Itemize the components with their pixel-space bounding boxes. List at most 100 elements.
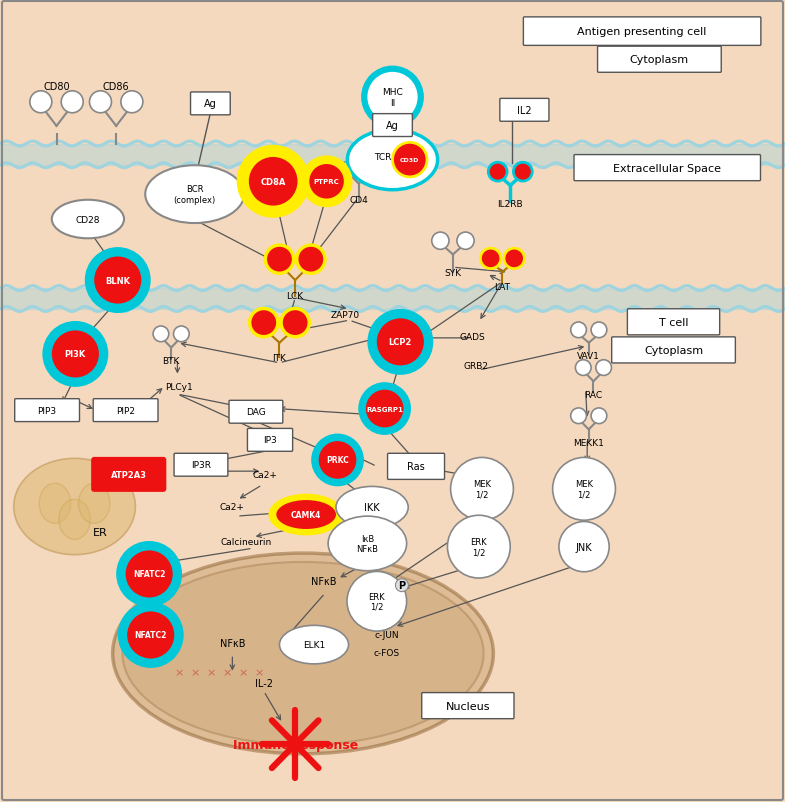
Text: NFκB: NFκB	[220, 638, 245, 648]
Circle shape	[457, 233, 474, 250]
Text: Antigen presenting cell: Antigen presenting cell	[578, 27, 706, 37]
Circle shape	[504, 249, 524, 269]
Text: ER: ER	[93, 528, 108, 537]
Text: BCR
(complex): BCR (complex)	[173, 185, 216, 205]
Text: LCP2: LCP2	[389, 338, 412, 347]
Ellipse shape	[39, 484, 71, 524]
Text: LAT: LAT	[495, 282, 510, 292]
Text: ×: ×	[254, 667, 264, 677]
Circle shape	[367, 310, 433, 375]
Text: CD80: CD80	[43, 82, 70, 91]
Ellipse shape	[122, 562, 484, 745]
FancyBboxPatch shape	[92, 459, 166, 491]
FancyBboxPatch shape	[524, 18, 761, 47]
Circle shape	[126, 551, 173, 597]
FancyBboxPatch shape	[627, 310, 720, 335]
Circle shape	[118, 602, 184, 668]
Circle shape	[571, 408, 586, 424]
Text: Calcineurin: Calcineurin	[221, 537, 272, 546]
Text: RASGRP1: RASGRP1	[367, 406, 403, 412]
Text: PTPRC: PTPRC	[314, 179, 339, 185]
Circle shape	[358, 383, 411, 435]
Text: ×: ×	[174, 667, 184, 677]
Text: c-FOS: c-FOS	[374, 648, 400, 658]
Text: BLNK: BLNK	[105, 276, 130, 286]
Text: ×: ×	[222, 667, 232, 677]
Text: IKK: IKK	[364, 503, 380, 512]
Circle shape	[339, 162, 356, 180]
Circle shape	[488, 163, 507, 182]
Text: P: P	[398, 581, 406, 590]
Text: PLCy1: PLCy1	[165, 382, 193, 391]
Circle shape	[52, 331, 99, 378]
Text: Nucleus: Nucleus	[446, 701, 490, 711]
Text: IP3: IP3	[263, 435, 277, 445]
Circle shape	[94, 257, 141, 304]
Circle shape	[451, 458, 513, 520]
Ellipse shape	[347, 130, 438, 190]
Circle shape	[513, 163, 532, 182]
Circle shape	[127, 612, 174, 658]
Circle shape	[319, 442, 356, 479]
Circle shape	[249, 158, 298, 206]
Text: T cell: T cell	[659, 318, 688, 327]
Text: ×: ×	[190, 667, 199, 677]
Circle shape	[301, 156, 352, 208]
Circle shape	[559, 522, 609, 572]
Circle shape	[30, 91, 52, 114]
Circle shape	[297, 245, 325, 274]
FancyBboxPatch shape	[422, 693, 514, 719]
Circle shape	[596, 360, 612, 376]
Ellipse shape	[14, 459, 136, 555]
Text: IL2: IL2	[517, 106, 531, 115]
Circle shape	[121, 91, 143, 114]
Circle shape	[591, 322, 607, 338]
Text: RAC: RAC	[584, 390, 603, 399]
Circle shape	[153, 326, 169, 342]
Text: MEK
1/2: MEK 1/2	[575, 480, 593, 499]
FancyBboxPatch shape	[574, 156, 761, 181]
Text: ×: ×	[239, 667, 248, 677]
Text: BTK: BTK	[162, 356, 180, 366]
Text: IP3R: IP3R	[191, 460, 211, 470]
Ellipse shape	[145, 166, 244, 224]
Circle shape	[347, 572, 407, 631]
Circle shape	[281, 309, 309, 338]
Text: PIP3: PIP3	[38, 406, 57, 415]
Text: Ag: Ag	[386, 121, 399, 131]
Text: CAMK4: CAMK4	[291, 510, 321, 520]
Circle shape	[311, 434, 364, 487]
Circle shape	[377, 319, 424, 366]
Text: ITK: ITK	[272, 353, 287, 363]
Circle shape	[367, 73, 418, 123]
Ellipse shape	[52, 200, 124, 239]
Ellipse shape	[336, 487, 408, 529]
Text: ERK
1/2: ERK 1/2	[470, 537, 487, 557]
Text: LCK: LCK	[287, 291, 304, 301]
FancyBboxPatch shape	[93, 399, 158, 422]
Text: c-JUN: c-JUN	[374, 630, 400, 640]
Circle shape	[575, 360, 591, 376]
Text: Ca2+: Ca2+	[252, 470, 277, 480]
Text: Ras: Ras	[407, 462, 425, 472]
Circle shape	[61, 91, 83, 114]
Text: Extracellular Space: Extracellular Space	[613, 164, 721, 173]
Text: CD86: CD86	[103, 82, 130, 91]
Circle shape	[250, 309, 278, 338]
Text: ERK
1/2: ERK 1/2	[368, 592, 385, 611]
FancyBboxPatch shape	[597, 47, 721, 73]
Text: MEK
1/2: MEK 1/2	[473, 480, 491, 499]
FancyBboxPatch shape	[388, 454, 444, 480]
Text: CD8A: CD8A	[261, 177, 286, 187]
Circle shape	[392, 143, 427, 178]
Text: NFκB: NFκB	[311, 577, 336, 586]
Circle shape	[571, 322, 586, 338]
Circle shape	[173, 326, 189, 342]
Text: ZAP70: ZAP70	[330, 310, 360, 320]
Text: PIP2: PIP2	[116, 406, 135, 415]
Circle shape	[85, 248, 151, 314]
Text: TCR: TCR	[374, 152, 392, 162]
Circle shape	[265, 245, 294, 274]
Ellipse shape	[328, 516, 407, 571]
Text: GRB2: GRB2	[464, 362, 489, 371]
